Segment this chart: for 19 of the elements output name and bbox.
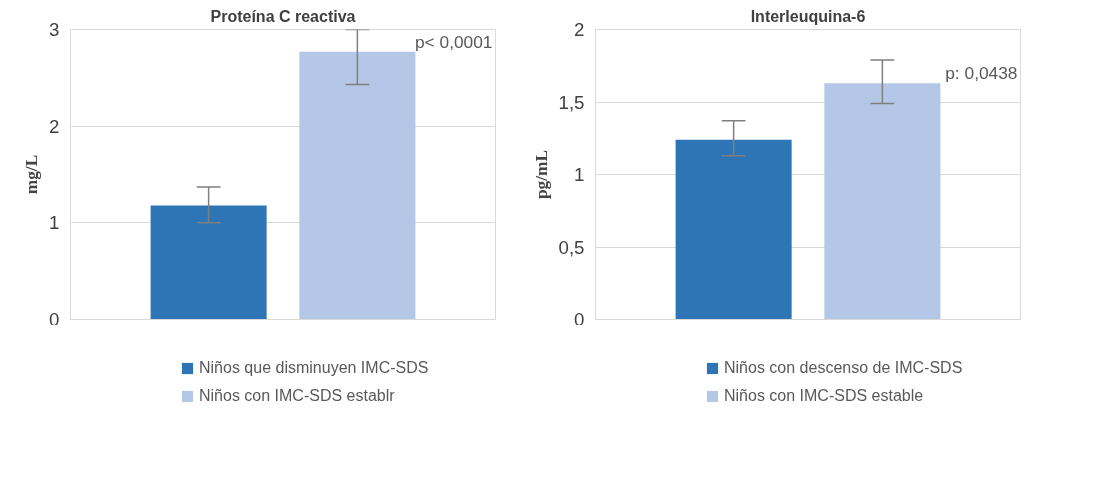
y-tick-label: 2 xyxy=(574,19,585,40)
y-tick-label: 0,5 xyxy=(558,236,585,258)
y-tick-label: 2 xyxy=(49,115,60,137)
y-tick-label: 3 xyxy=(49,19,60,40)
y-tick-label: 0 xyxy=(49,308,60,330)
y-tick-label: 1 xyxy=(49,212,60,234)
y-axis-title: pg/mL xyxy=(531,149,551,200)
chart-title: Proteína C reactiva xyxy=(210,7,356,25)
chart-title: Interleuquina-6 xyxy=(750,7,866,25)
y-tick-label: 1,5 xyxy=(558,91,585,113)
y-tick-label: 1 xyxy=(574,164,585,185)
legend-label: Niños con descenso de IMC-SDS xyxy=(724,359,963,377)
legend-label: Niños con IMC-SDS establr xyxy=(199,387,395,405)
y-tick-label: 0 xyxy=(574,308,585,330)
legend-label: Niños con IMC-SDS estable xyxy=(724,387,924,405)
legend-label: Niños que disminuyen IMC-SDS xyxy=(199,359,429,377)
y-axis-title: mg/L xyxy=(22,154,42,195)
annotation: p: 0,0438 xyxy=(945,63,1018,84)
annotation: p< 0,0001 xyxy=(414,31,493,52)
